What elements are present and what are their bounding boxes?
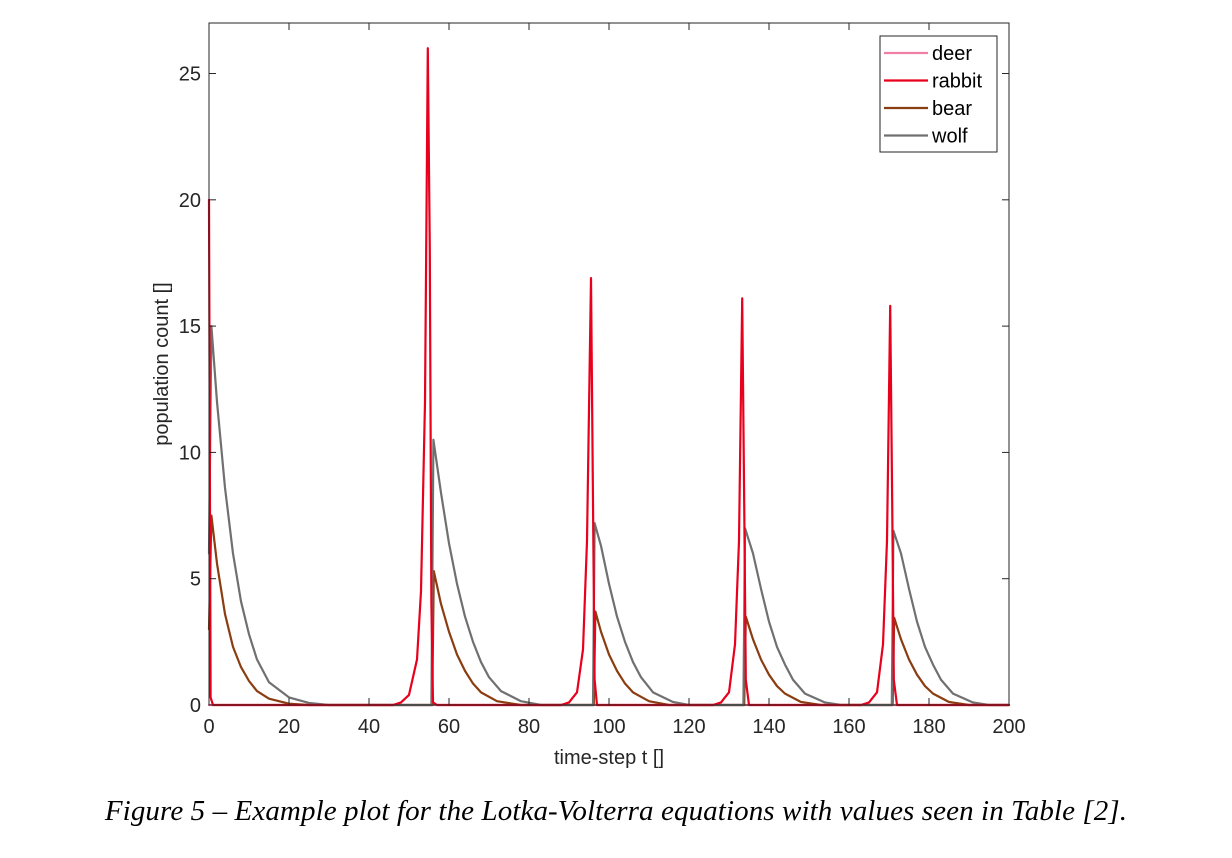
y-axis-label: population count [] <box>151 282 173 445</box>
x-tick-label: 20 <box>278 716 300 738</box>
legend: deer rabbit bear wolf <box>879 35 998 153</box>
legend-label-wolf: wolf <box>931 126 968 148</box>
y-tick-label: 20 <box>179 190 201 212</box>
y-tick-label: 5 <box>190 569 201 591</box>
chart: 0 20 40 60 80 100 120 140 160 180 200 0 5 10 15 20 25 ti… <box>151 22 1026 769</box>
x-tick-label: 180 <box>912 716 945 738</box>
y-tick-label: 15 <box>179 316 201 338</box>
plot-frame <box>208 22 1010 706</box>
x-tick-label: 120 <box>672 716 705 738</box>
series-line-rabbit <box>207 47 1011 707</box>
x-tick-label: 60 <box>438 716 460 738</box>
x-tick-label: 100 <box>592 716 625 738</box>
x-tick-label: 0 <box>203 716 214 738</box>
x-tick-label: 80 <box>518 716 540 738</box>
axis-layer: 0 20 40 60 80 100 120 140 160 180 200 0 5 10 15 20 25 <box>179 23 1026 738</box>
legend-label-rabbit: rabbit <box>932 71 982 93</box>
legend-label-deer: deer <box>932 43 972 65</box>
y-tick-label: 0 <box>190 695 201 717</box>
figure-caption: Figure 5 – Example plot for the Lotka-Vo… <box>104 795 1128 827</box>
x-tick-label: 160 <box>832 716 865 738</box>
series-line-wolf <box>207 325 1011 707</box>
x-axis-label: time-step t [] <box>554 747 664 769</box>
y-tick-label: 10 <box>179 442 201 464</box>
x-tick-label: 200 <box>992 716 1025 738</box>
plot-area <box>209 23 1009 705</box>
legend-box <box>879 35 998 153</box>
legend-label-bear: bear <box>932 98 972 120</box>
x-tick-label: 40 <box>358 716 380 738</box>
x-tick-label: 140 <box>752 716 785 738</box>
y-tick-label: 25 <box>179 64 201 86</box>
